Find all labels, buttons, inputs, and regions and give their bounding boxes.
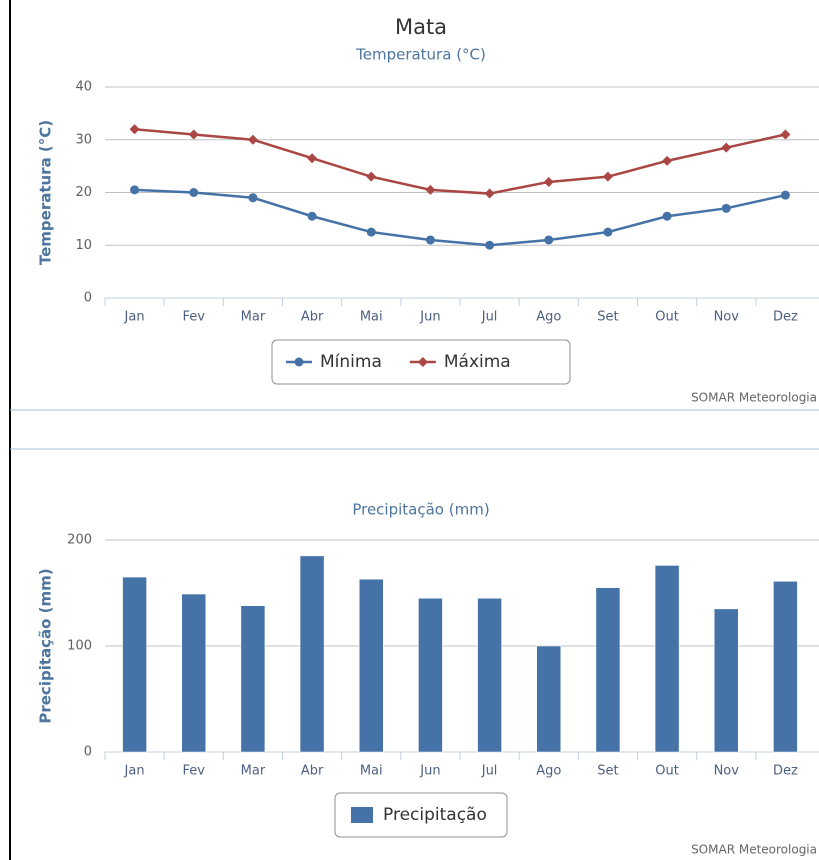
marker — [602, 171, 613, 182]
marker — [425, 184, 436, 195]
x-tick-label: Jun — [419, 764, 440, 779]
marker — [484, 188, 495, 199]
marker — [425, 235, 435, 245]
x-tick-label: Mai — [360, 310, 383, 325]
x-tick-label: Dez — [773, 764, 798, 779]
x-tick-label: Fev — [183, 310, 206, 325]
y-tick-label: 10 — [75, 238, 92, 253]
legend-label: Precipitação — [383, 805, 487, 825]
x-tick-label: Set — [597, 310, 618, 325]
legend-label: Máxima — [444, 352, 511, 372]
x-tick-label: Nov — [714, 764, 740, 779]
x-tick-label: Out — [655, 764, 679, 779]
y-tick-label: 0 — [84, 745, 92, 760]
bar — [299, 555, 325, 753]
x-tick-label: Ago — [536, 310, 561, 325]
x-tick-label: Out — [655, 310, 679, 325]
x-tick-label: Set — [597, 764, 618, 779]
y-tick-label: 100 — [67, 639, 92, 654]
x-tick-label: Mai — [360, 764, 383, 779]
y-axis-label: Precipitação (mm) — [37, 568, 55, 723]
bar — [595, 587, 621, 753]
marker — [662, 155, 673, 166]
legend-symbol — [351, 807, 373, 823]
legend-box — [334, 792, 508, 838]
credits: SOMAR Meteorologia — [691, 391, 817, 405]
marker — [603, 227, 613, 237]
bar — [418, 598, 443, 753]
x-tick-label: Fev — [183, 764, 206, 779]
marker — [248, 193, 258, 203]
x-tick-label: Jan — [124, 764, 145, 779]
bar — [240, 605, 266, 753]
bar — [714, 608, 739, 753]
bar — [122, 576, 147, 753]
y-tick-label: 20 — [75, 185, 92, 200]
y-tick-label: 0 — [84, 291, 92, 306]
marker — [307, 153, 318, 164]
marker — [780, 190, 790, 200]
credits: SOMAR Meteorologia — [691, 843, 817, 857]
bar — [536, 645, 561, 753]
marker — [721, 142, 732, 153]
x-tick-label: Mar — [241, 764, 266, 779]
marker — [247, 134, 258, 145]
marker — [543, 176, 554, 187]
y-tick-label: 30 — [75, 132, 92, 147]
y-tick-label: 200 — [67, 533, 92, 548]
marker — [721, 203, 731, 213]
x-tick-label: Abr — [301, 310, 324, 325]
marker — [307, 211, 317, 221]
x-tick-label: Jun — [419, 310, 440, 325]
marker — [780, 129, 791, 140]
bar — [359, 578, 384, 753]
bar — [654, 565, 680, 753]
x-tick-label: Jul — [481, 764, 498, 779]
marker — [366, 227, 376, 237]
marker — [485, 240, 495, 250]
marker — [544, 235, 554, 245]
x-tick-label: Mar — [241, 310, 266, 325]
chart-title: Mata — [395, 15, 447, 39]
x-tick-label: Abr — [301, 764, 324, 779]
chart-subtitle: Precipitação (mm) — [352, 501, 489, 519]
chart-subtitle: Temperatura (°C) — [355, 46, 486, 64]
x-tick-label: Dez — [773, 310, 798, 325]
x-tick-label: Ago — [536, 764, 561, 779]
marker — [130, 185, 140, 195]
marker — [189, 188, 199, 197]
x-tick-label: Jul — [481, 310, 498, 325]
legend-symbol — [417, 357, 428, 367]
y-tick-label: 40 — [75, 80, 92, 95]
marker — [662, 211, 672, 221]
x-tick-label: Jan — [124, 310, 145, 325]
x-tick-label: Nov — [714, 310, 740, 325]
marker — [129, 124, 140, 135]
marker — [188, 129, 199, 140]
legend-label: Mínima — [320, 352, 382, 372]
marker — [366, 171, 377, 182]
line — [134, 127, 786, 195]
bar — [181, 593, 206, 753]
bar — [477, 598, 502, 753]
y-axis-label: Temperatura (°C) — [37, 120, 55, 265]
legend-symbol — [294, 357, 304, 367]
bar — [773, 581, 798, 753]
line — [134, 188, 786, 247]
